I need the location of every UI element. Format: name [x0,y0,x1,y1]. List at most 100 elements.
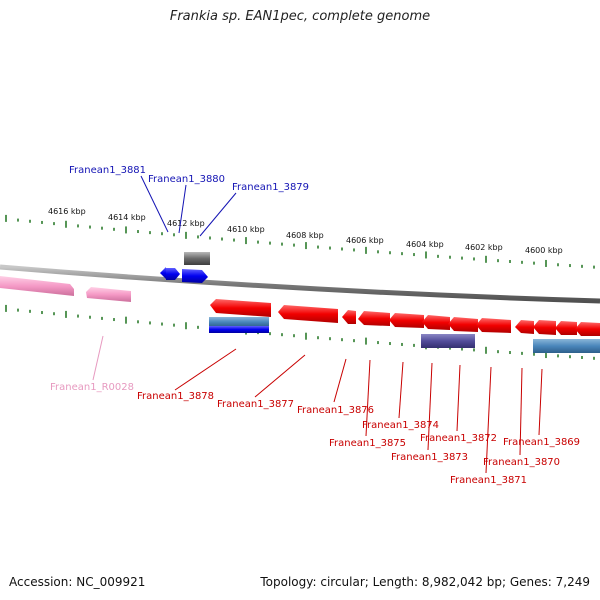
label-leader-lines [92,175,543,474]
upper-scale-major-tick [245,237,247,245]
upper-scale-major-tick [545,259,547,267]
lower-scale-minor-tick [401,342,403,346]
lower-scale-minor-tick [89,315,91,319]
upper-scale-minor-tick [353,248,355,252]
lower-scale-minor-tick [593,356,595,360]
upper-scale-minor-tick [53,222,55,226]
upper-scale-minor-tick [461,256,463,260]
upper-scale-minor-tick [29,219,31,223]
leader-line [174,348,237,391]
upper-scale-major-tick [65,220,67,228]
upper-scale-minor-tick [557,263,559,267]
upper-scale-major-tick [485,255,487,263]
upper-scale-minor-tick [293,243,295,247]
leader-line [538,368,543,436]
lower-scale-major-tick [485,346,487,354]
gene-arrow-red-12 [575,322,600,336]
scale-label: 4602 kbp [465,243,503,252]
lower-scale-minor-tick [317,336,319,340]
gene-arrow-franean1-3869 [533,320,556,335]
upper-scale-minor-tick [521,260,523,264]
upper-scale-minor-tick [41,220,43,224]
gene-label: Franean1_3874 [362,420,439,431]
leader-line [519,367,523,456]
gene-label: Franean1_3875 [329,438,406,449]
lower-scale-minor-tick [53,312,55,316]
upper-scale-major-tick [425,251,427,259]
upper-scale-minor-tick [257,240,259,244]
leader-line [199,192,237,237]
lower-scale-major-tick [125,316,127,324]
upper-scale-major-tick [305,242,307,250]
lower-scale-minor-tick [557,354,559,358]
upper-scale-minor-tick [401,252,403,256]
leader-line [178,184,187,234]
gene-label: Franean1_3880 [148,174,225,185]
accession-text: Accession: NC_009921 [9,575,146,589]
upper-scale-major-tick [5,214,7,222]
upper-scale-minor-tick [341,247,343,251]
scale-labels: 4616 kbp 4614 kbp 4612 kbp 4610 kbp 4608 kbp… [48,207,563,255]
upper-scale-minor-tick [581,264,583,268]
lower-scale-minor-tick [377,341,379,345]
upper-scale-minor-tick [77,224,79,228]
upper-scale-major-tick [125,226,127,234]
lower-scale-minor-tick [341,338,343,342]
upper-scale-minor-tick [221,237,223,241]
lower-scale-minor-tick [353,339,355,343]
gene-label: Franean1_3871 [450,475,527,486]
scale-label: 4606 kbp [346,236,384,245]
upper-scale-minor-tick [377,250,379,254]
gene-label: Franean1_3877 [217,399,294,410]
rna-feature-pink-2 [86,287,131,302]
scale-label: 4604 kbp [406,240,444,249]
lower-scale-minor-tick [113,318,115,322]
gene-arrow-franean1-3881b [166,268,180,280]
upper-scale-minor-tick [113,227,115,231]
lower-scale-minor-tick [77,314,79,318]
gene-arrow-franean1-3878 [210,299,271,317]
leader-line [140,175,169,233]
scale-label: 4616 kbp [48,207,86,216]
upper-scale-minor-tick [509,259,511,263]
upper-scale-minor-tick [317,245,319,249]
gene-label: Franean1_3872 [420,433,497,444]
scale-label: 4610 kbp [227,225,265,234]
lower-scale-minor-tick [17,308,19,312]
upper-scale-minor-tick [569,264,571,268]
upper-scale-minor-tick [173,233,175,237]
gene-label: Franean1_3869 [503,437,580,448]
lower-scale-minor-tick [473,348,475,352]
feature-blue-bar [209,326,269,333]
lower-scale-minor-tick [173,323,175,327]
upper-scale-minor-tick [389,251,391,255]
leader-line [485,366,492,474]
scale-label: 4608 kbp [286,231,324,240]
leader-line [398,361,404,419]
lower-scale-minor-tick [533,352,535,356]
upper-scale-minor-tick [329,246,331,250]
lower-scale-major-tick [545,351,547,359]
lower-scale-minor-tick [413,343,415,347]
upper-scale-minor-tick [137,230,139,234]
gene-arrow-red-11 [555,321,577,335]
upper-scale-minor-tick [449,255,451,259]
gene-label: Franean1_3873 [391,452,468,463]
feature-purple [421,334,475,348]
leader-line [456,364,461,432]
feature-steel-1 [209,317,269,327]
gene-label: Franean1_3876 [297,405,374,416]
scale-label: 4614 kbp [108,213,146,222]
lower-scale-minor-tick [281,333,283,337]
gene-label: Franean1_3870 [483,457,560,468]
lower-scale-minor-tick [137,320,139,324]
lower-scale-minor-tick [569,355,571,359]
upper-scale-minor-tick [593,265,595,269]
leader-line [92,335,104,381]
lower-scale-minor-tick [29,309,31,313]
gene-arrow-franean1-3874 [389,313,424,328]
gene-label: Franean1_3878 [137,391,214,402]
